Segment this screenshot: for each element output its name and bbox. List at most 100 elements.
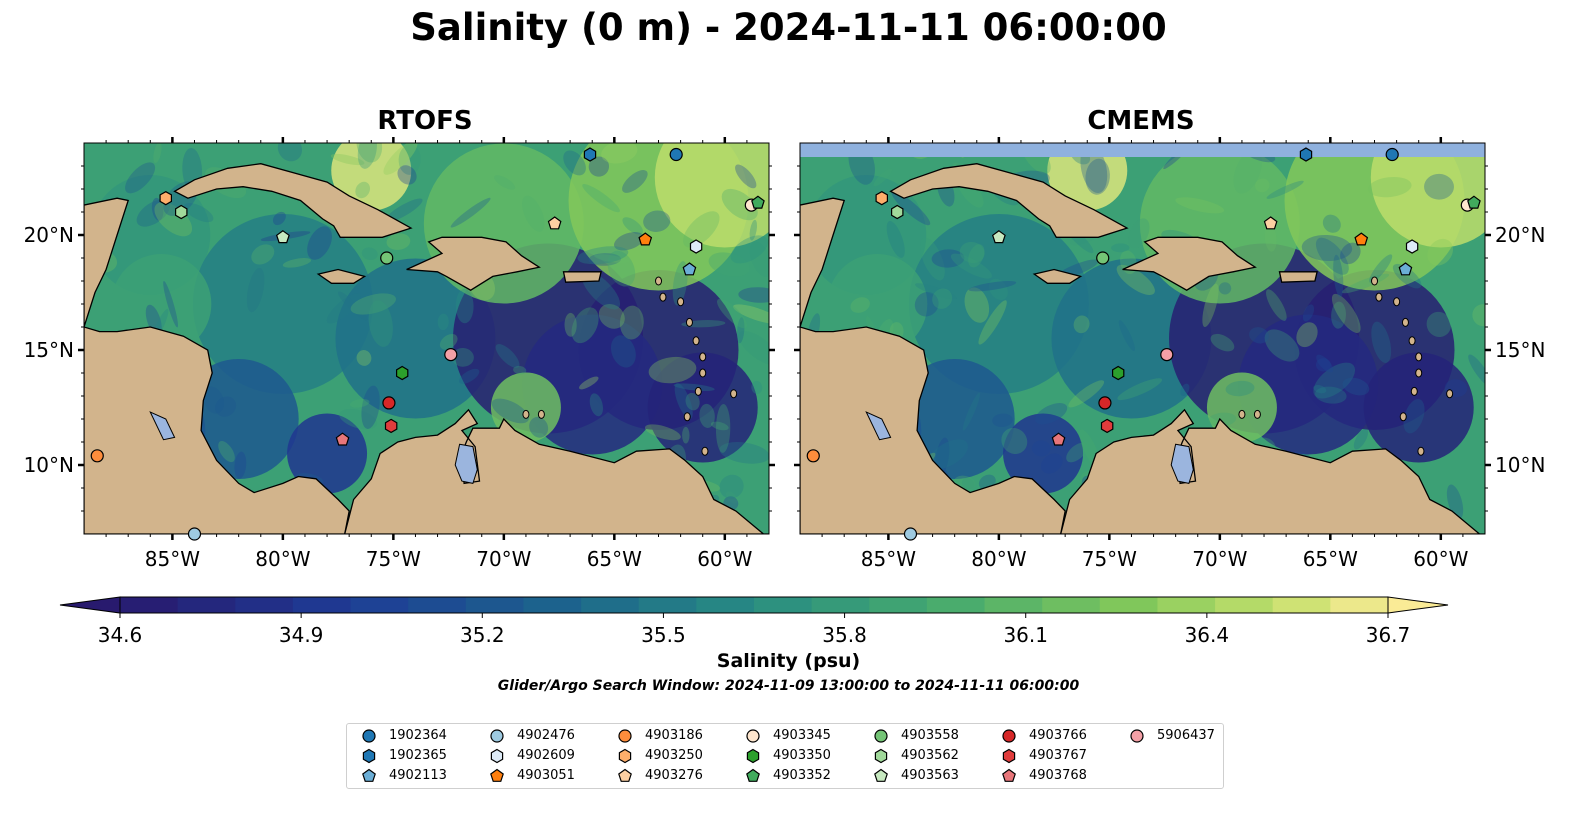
island: [537, 409, 545, 419]
land-mass: [800, 326, 1066, 534]
marker-4903051: [638, 232, 653, 246]
lat-tick-label: 15°N: [24, 338, 74, 362]
island: [692, 336, 700, 346]
land-mass: [562, 271, 602, 283]
island: [1371, 276, 1379, 286]
lon-tick-label: 70°W: [476, 547, 531, 571]
legend-label: 4903563: [901, 768, 959, 783]
colorbar-segment: [869, 597, 928, 613]
no-data-strip: [800, 143, 1485, 157]
colorbar-segment: [1330, 597, 1389, 613]
colorbar-segment: [177, 597, 236, 613]
pentagon-marker-icon: [746, 768, 760, 782]
land-mass: [800, 197, 846, 328]
colorbar-segment: [1215, 597, 1274, 613]
land-mass: [344, 408, 769, 534]
legend-marker: [1002, 768, 1016, 782]
legend-marker: [874, 748, 888, 764]
hexagon-marker-icon: [490, 748, 504, 764]
marker-4902113: [682, 262, 697, 276]
circle-marker-icon: [618, 729, 632, 743]
legend-marker: [874, 729, 888, 743]
marker-4903767: [384, 418, 398, 434]
island: [1393, 297, 1401, 307]
legend-marker: [746, 748, 760, 764]
marker-4903766: [382, 396, 396, 410]
lat-tick-label: 10°N: [1495, 453, 1545, 477]
colorbar-segment: [1157, 597, 1216, 613]
marker-4903563: [991, 230, 1006, 244]
lon-tick-label: 85°W: [145, 547, 200, 571]
salinity-field: [800, 143, 1485, 534]
island: [730, 389, 738, 399]
land-mass: [1032, 268, 1083, 284]
legend-label: 4902476: [517, 728, 575, 743]
land-mass: [84, 197, 130, 328]
hexagon-marker-icon: [362, 748, 376, 764]
lon-tick-label: 80°W: [255, 547, 310, 571]
lon-tick-label: 60°W: [1413, 547, 1468, 571]
colorbar-segment: [581, 597, 640, 613]
island: [1417, 446, 1425, 456]
hexagon-marker-icon: [618, 748, 632, 764]
colorbar-tick-label: 34.6: [98, 623, 143, 647]
marker-4903250: [159, 191, 172, 206]
marker-1902364: [669, 147, 683, 162]
pentagon-marker-icon: [874, 768, 888, 782]
marker-5906437: [1160, 348, 1174, 362]
circle-marker-icon: [362, 729, 376, 743]
colorbar-segment: [638, 597, 697, 613]
hexagon-marker-icon: [1002, 748, 1016, 764]
island: [522, 409, 530, 419]
colorbar-extend-low: [59, 596, 121, 614]
lat-tick-label: 20°N: [1495, 223, 1545, 247]
panel-title-cmems: CMEMS: [1087, 106, 1195, 136]
colorbar-segment: [350, 597, 409, 613]
marker-4903276: [1263, 216, 1278, 230]
colorbar-tick-label: 35.2: [460, 623, 505, 647]
legend-label: 4902609: [517, 748, 575, 763]
island: [699, 352, 707, 362]
legend-marker: [362, 729, 376, 743]
colorbar-segment: [1042, 597, 1101, 613]
marker-1902365: [583, 147, 597, 162]
colorbar-tick-label: 34.9: [279, 623, 324, 647]
colorbar-segment: [292, 597, 352, 613]
lake: [454, 443, 478, 484]
marker-4902609: [689, 239, 703, 254]
land-mass: [84, 326, 350, 534]
legend-label: 1902365: [389, 748, 447, 763]
colorbar-segment: [1099, 597, 1158, 613]
circle-marker-icon: [490, 729, 504, 743]
island: [1238, 409, 1246, 419]
legend-marker: [490, 729, 504, 743]
lon-tick-label: 60°W: [697, 547, 752, 571]
lat-tick-label: 15°N: [1495, 338, 1545, 362]
colorbar-segment: [235, 597, 294, 613]
land-mass: [173, 163, 413, 238]
colorbar-extend-high: [1387, 596, 1449, 614]
colorbar-segment: [754, 597, 813, 613]
legend-label: 4903766: [1029, 728, 1087, 743]
legend-label: 1902364: [389, 728, 447, 743]
marker-4903768: [335, 432, 350, 446]
marker-4902609: [1405, 239, 1419, 254]
lon-tick-label: 85°W: [861, 547, 916, 571]
island: [1399, 412, 1407, 422]
marker-4903250: [875, 191, 889, 206]
colorbar-segment: [465, 597, 524, 613]
colorbar-segment: [523, 597, 582, 613]
lon-tick-label: 65°W: [1303, 547, 1358, 571]
marker-1902365: [1299, 147, 1313, 162]
lat-tick-label: 20°N: [24, 223, 74, 247]
legend-marker: [362, 768, 376, 782]
land-mass: [406, 236, 541, 291]
circle-marker-icon: [1002, 729, 1016, 743]
marker-4903352: [1467, 195, 1481, 209]
legend-label: 4903562: [901, 748, 959, 763]
legend-label: 4903558: [901, 728, 959, 743]
lon-tick-label: 75°W: [366, 547, 421, 571]
colorbar-segment: [1272, 597, 1331, 613]
island: [1415, 368, 1423, 378]
legend-marker: [1130, 729, 1144, 743]
